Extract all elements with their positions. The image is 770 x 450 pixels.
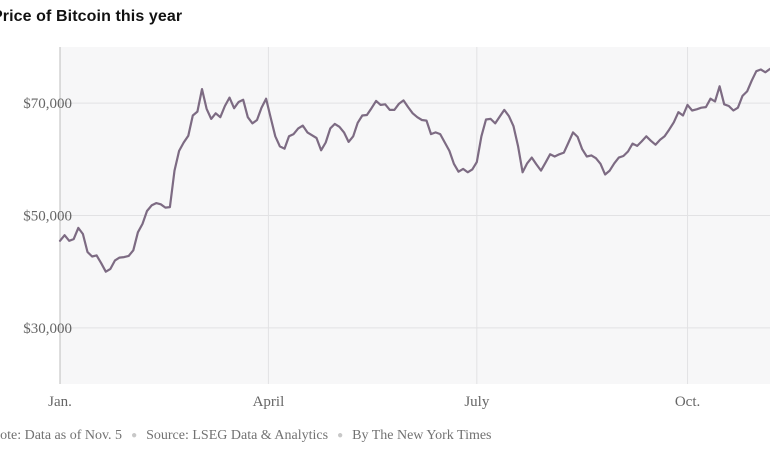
x-tick-label: July: [464, 394, 490, 410]
chart-title: Price of Bitcoin this year: [0, 8, 183, 25]
x-axis-labels: Jan. April July Oct.: [48, 394, 700, 410]
footer-credit: By The New York Times: [352, 428, 492, 443]
horizontal-gridlines: [60, 102, 770, 329]
footer-note: Note: Data as of Nov. 5: [0, 428, 123, 443]
chart-footer: Note: Data as of Nov. 5 ● Source: LSEG Dat…: [0, 428, 492, 444]
y-axis-labels: $30,000 $50,000 $70,000: [23, 96, 72, 337]
x-tick-label: April: [253, 394, 285, 410]
footer-source: Source: LSEG Data & Analytics: [146, 428, 329, 443]
vertical-gridlines: [59, 47, 689, 384]
footer-separator-1: ●: [131, 430, 138, 441]
y-tick-label: $70,000: [23, 96, 72, 112]
footer-separator-2: ●: [337, 430, 344, 441]
x-tick-label: Oct.: [675, 394, 700, 410]
x-tick-label: Jan.: [48, 394, 72, 410]
plot-area: [58, 47, 770, 384]
bitcoin-price-line: [58, 67, 770, 273]
y-tick-label: $30,000: [23, 321, 72, 337]
y-tick-label: $50,000: [23, 209, 72, 225]
